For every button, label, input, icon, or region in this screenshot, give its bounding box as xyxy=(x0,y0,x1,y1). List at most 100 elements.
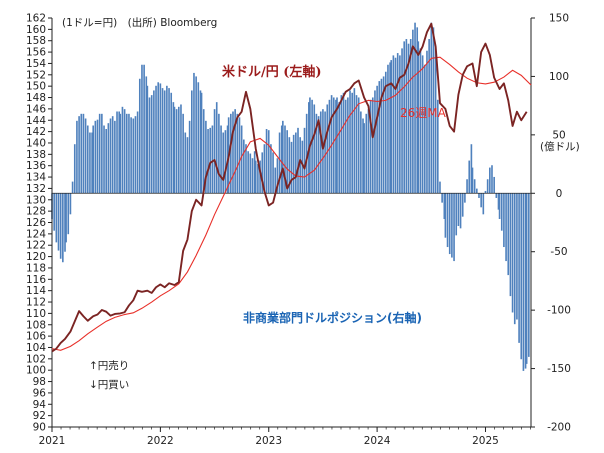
left-tick-label-108: 108 xyxy=(26,319,46,331)
position-bar-150 xyxy=(363,123,365,194)
position-bar-221 xyxy=(511,193,514,313)
position-bar-136 xyxy=(335,99,337,194)
right-tick-label-100: 100 xyxy=(549,71,569,83)
position-bar-17 xyxy=(86,125,89,194)
x-tick-label-2023: 2023 xyxy=(255,435,282,447)
right-tick-label-50: 50 xyxy=(552,129,565,141)
position-bar-14 xyxy=(80,113,83,194)
position-bar-70 xyxy=(197,82,200,194)
position-bar-7 xyxy=(65,193,67,243)
position-bar-98 xyxy=(254,160,257,194)
position-bar-195 xyxy=(457,193,460,227)
right-axis-unit: (億ドル) xyxy=(540,140,580,153)
position-bar-177 xyxy=(419,48,422,194)
position-bar-189 xyxy=(444,193,447,238)
position-bar-184 xyxy=(434,48,437,194)
position-bar-119 xyxy=(299,137,301,194)
position-bar-60 xyxy=(175,109,178,194)
position-bar-32 xyxy=(118,111,121,194)
position-bar-162 xyxy=(389,62,391,194)
position-bar-159 xyxy=(382,76,385,194)
left-tick-label-90: 90 xyxy=(33,422,46,434)
left-tick-label-104: 104 xyxy=(26,342,46,354)
position-bar-90 xyxy=(238,117,241,194)
position-bar-131 xyxy=(324,111,326,194)
position-bar-73 xyxy=(202,109,205,194)
position-bar-47 xyxy=(148,97,151,194)
position-bar-116 xyxy=(292,134,295,194)
position-bar-191 xyxy=(448,193,451,255)
annotation-yen-buying: ↓円買い xyxy=(89,379,129,391)
position-bar-222 xyxy=(513,193,516,325)
x-tick-label-2021: 2021 xyxy=(39,435,66,447)
position-bar-130 xyxy=(322,109,324,194)
position-bar-66 xyxy=(188,120,191,194)
left-tick-label-118: 118 xyxy=(26,262,46,274)
left-tick-label-148: 148 xyxy=(26,92,46,104)
position-bar-22 xyxy=(96,119,99,194)
position-bar-4 xyxy=(59,193,62,259)
position-bar-61 xyxy=(177,106,180,194)
position-bar-48 xyxy=(150,95,153,194)
position-bar-74 xyxy=(205,120,207,194)
left-tick-label-96: 96 xyxy=(33,387,47,399)
position-bar-215 xyxy=(498,193,501,219)
left-tick-label-140: 140 xyxy=(26,137,46,149)
position-bar-217 xyxy=(503,193,505,248)
usdjpy-series-label: 米ドル/円 (左軸) xyxy=(222,64,322,80)
position-bar-94 xyxy=(247,151,249,194)
position-bar-34 xyxy=(121,106,124,194)
position-bar-213 xyxy=(495,193,498,198)
position-bar-115 xyxy=(290,141,293,194)
left-tick-label-134: 134 xyxy=(26,172,46,184)
position-bar-113 xyxy=(286,130,288,194)
position-bar-10 xyxy=(71,181,74,194)
left-tick-label-154: 154 xyxy=(26,58,46,70)
right-tick-label-0: 0 xyxy=(556,188,563,200)
position-bar-118 xyxy=(297,127,299,194)
left-tick-label-94: 94 xyxy=(33,399,47,411)
right-tick-label--200: -200 xyxy=(547,422,571,434)
position-bar-111 xyxy=(282,120,284,194)
position-bar-125 xyxy=(311,99,313,194)
position-bar-179 xyxy=(423,64,426,194)
position-bar-204 xyxy=(476,188,478,194)
position-bar-176 xyxy=(417,41,420,194)
position-bar-104 xyxy=(267,130,270,194)
position-bar-55 xyxy=(166,85,168,194)
left-tick-label-150: 150 xyxy=(26,81,46,93)
left-tick-label-132: 132 xyxy=(26,183,46,195)
position-bar-45 xyxy=(145,76,148,194)
position-bar-194 xyxy=(455,193,458,236)
position-bar-25 xyxy=(103,125,105,194)
position-bar-188 xyxy=(443,193,446,219)
position-bar-201 xyxy=(470,144,473,194)
position-bar-62 xyxy=(180,104,182,194)
position-bar-132 xyxy=(326,104,329,194)
position-bar-165 xyxy=(394,57,397,194)
position-bar-5 xyxy=(62,193,64,263)
position-bar-30 xyxy=(114,120,116,194)
position-bar-182 xyxy=(430,22,433,194)
position-bar-82 xyxy=(222,132,225,194)
position-bar-197 xyxy=(461,193,464,217)
position-bar-97 xyxy=(253,151,256,194)
position-bar-53 xyxy=(161,88,164,194)
position-bar-151 xyxy=(365,113,368,194)
left-tick-label-142: 142 xyxy=(26,126,46,138)
position-bar-80 xyxy=(218,113,220,194)
left-tick-label-156: 156 xyxy=(26,47,46,59)
position-bar-40 xyxy=(134,116,137,194)
position-bar-126 xyxy=(313,104,316,194)
position-bar-9 xyxy=(69,193,72,215)
position-bar-160 xyxy=(384,71,387,194)
position-bar-223 xyxy=(516,193,518,320)
position-bar-143 xyxy=(349,90,351,194)
position-bar-155 xyxy=(374,90,376,194)
position-bar-226 xyxy=(522,193,525,371)
position-bar-148 xyxy=(360,111,362,194)
left-tick-label-160: 160 xyxy=(26,24,46,36)
position-bar-144 xyxy=(351,92,353,194)
position-bar-26 xyxy=(105,129,107,194)
position-bar-145 xyxy=(353,88,356,194)
